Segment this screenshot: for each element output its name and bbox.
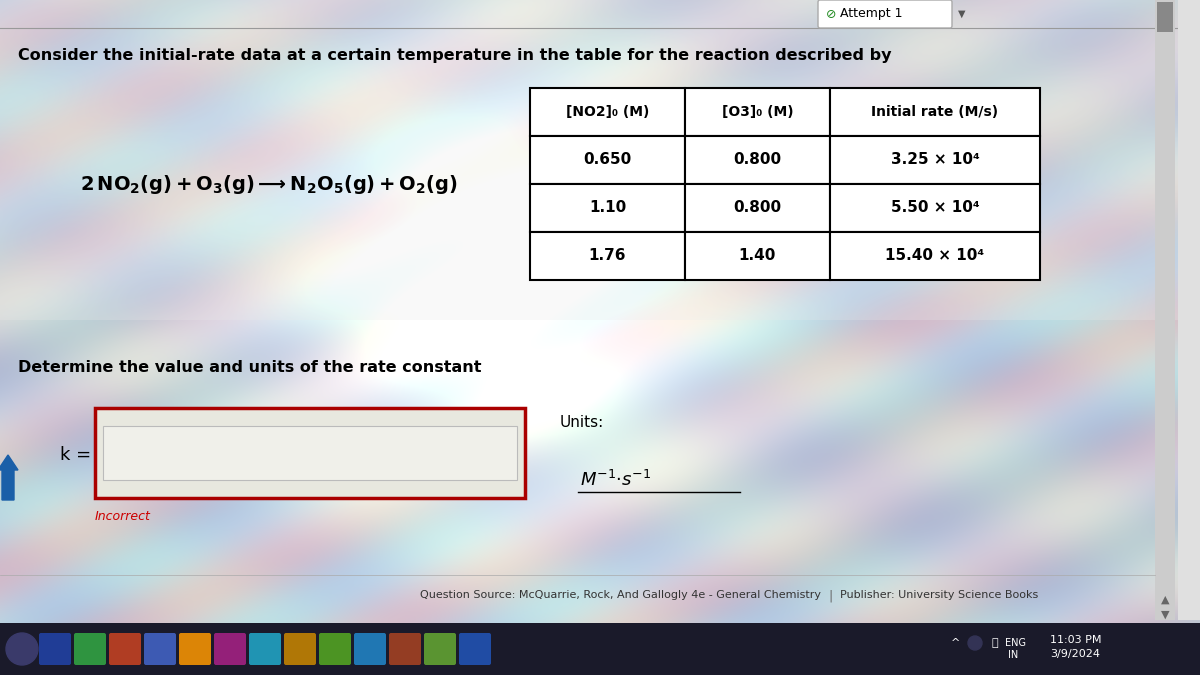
Text: ▼: ▼ xyxy=(1160,610,1169,620)
FancyArrow shape xyxy=(0,455,18,500)
Text: 🔊: 🔊 xyxy=(991,638,998,648)
Bar xyxy=(830,184,1040,232)
Bar xyxy=(830,88,1040,136)
Text: 1.40: 1.40 xyxy=(739,248,776,263)
FancyBboxPatch shape xyxy=(74,633,106,665)
FancyBboxPatch shape xyxy=(389,633,421,665)
Bar xyxy=(685,184,830,232)
Bar xyxy=(1178,0,1200,620)
Circle shape xyxy=(6,633,38,665)
Text: 3.25 × 10⁴: 3.25 × 10⁴ xyxy=(890,153,979,167)
Text: Determine the value and units of the rate constant: Determine the value and units of the rat… xyxy=(18,360,481,375)
FancyBboxPatch shape xyxy=(214,633,246,665)
Text: 5.50 × 10⁴: 5.50 × 10⁴ xyxy=(890,200,979,215)
Text: |: | xyxy=(828,590,832,603)
Bar xyxy=(95,408,526,498)
Text: 0.650: 0.650 xyxy=(583,153,631,167)
Text: Consider the initial-rate data at a certain temperature in the table for the rea: Consider the initial-rate data at a cert… xyxy=(18,48,892,63)
Text: 0.800: 0.800 xyxy=(733,200,781,215)
FancyBboxPatch shape xyxy=(179,633,211,665)
FancyBboxPatch shape xyxy=(818,0,952,28)
FancyBboxPatch shape xyxy=(319,633,352,665)
Text: ⊘: ⊘ xyxy=(826,7,836,20)
Bar xyxy=(1154,0,1175,620)
FancyBboxPatch shape xyxy=(424,633,456,665)
FancyBboxPatch shape xyxy=(284,633,316,665)
Bar xyxy=(530,136,685,184)
Bar xyxy=(685,136,830,184)
Text: IN: IN xyxy=(1008,650,1019,660)
Text: Initial rate (M/s): Initial rate (M/s) xyxy=(871,105,998,119)
Text: 1.76: 1.76 xyxy=(589,248,626,263)
Text: Attempt 1: Attempt 1 xyxy=(840,7,902,20)
Text: Question Source: McQuarrie, Rock, And Gallogly 4e - General Chemistry: Question Source: McQuarrie, Rock, And Ga… xyxy=(420,590,821,600)
Text: 0.800: 0.800 xyxy=(733,153,781,167)
Bar xyxy=(685,232,830,280)
FancyBboxPatch shape xyxy=(38,633,71,665)
Text: 15.40 × 10⁴: 15.40 × 10⁴ xyxy=(886,248,984,263)
Circle shape xyxy=(968,636,982,650)
Text: 1.10: 1.10 xyxy=(589,200,626,215)
Text: ENG: ENG xyxy=(1006,638,1026,648)
Bar xyxy=(103,426,517,480)
FancyBboxPatch shape xyxy=(109,633,142,665)
FancyBboxPatch shape xyxy=(144,633,176,665)
Text: ^: ^ xyxy=(950,638,960,648)
Text: ▲: ▲ xyxy=(1160,595,1169,605)
Text: Incorrect: Incorrect xyxy=(95,510,151,523)
Text: $\mathbf{2\,NO_2(g) + O_3(g) \longrightarrow N_2O_5(g) + O_2(g)}$: $\mathbf{2\,NO_2(g) + O_3(g) \longrighta… xyxy=(80,173,457,196)
FancyBboxPatch shape xyxy=(250,633,281,665)
Text: 11:03 PM: 11:03 PM xyxy=(1050,635,1102,645)
Text: ▼: ▼ xyxy=(958,9,966,19)
Bar xyxy=(530,88,685,136)
Text: [O3]₀ (M): [O3]₀ (M) xyxy=(721,105,793,119)
Text: Units:: Units: xyxy=(560,415,605,430)
Text: [NO2]₀ (M): [NO2]₀ (M) xyxy=(566,105,649,119)
Bar xyxy=(830,136,1040,184)
FancyBboxPatch shape xyxy=(354,633,386,665)
FancyBboxPatch shape xyxy=(458,633,491,665)
Bar xyxy=(1157,2,1174,32)
Text: 3/9/2024: 3/9/2024 xyxy=(1050,649,1100,659)
Text: Publisher: University Science Books: Publisher: University Science Books xyxy=(840,590,1038,600)
Bar xyxy=(0,623,1200,675)
Bar xyxy=(530,184,685,232)
Bar xyxy=(530,232,685,280)
Bar xyxy=(830,232,1040,280)
Text: k =: k = xyxy=(60,446,91,464)
Text: $M^{-1}{\cdot}s^{-1}$: $M^{-1}{\cdot}s^{-1}$ xyxy=(580,470,652,490)
Bar xyxy=(685,88,830,136)
